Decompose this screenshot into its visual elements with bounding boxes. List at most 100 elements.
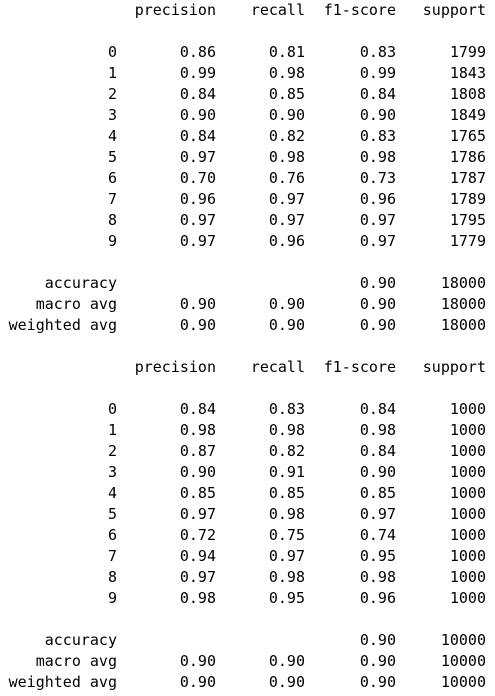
precision-value: 0.90	[179, 673, 216, 691]
class-row: 3 0.90 0.90 0.90 1849	[0, 105, 495, 126]
classification-report-2: precision recall f1-score support 0 0.84 0…	[0, 357, 495, 693]
class-row: 4 0.84 0.82 0.83 1765	[0, 126, 495, 147]
class-row: 0 0.84 0.83 0.84 1000	[0, 399, 495, 420]
support-header: support	[422, 1, 486, 19]
support-value: 1000	[449, 547, 486, 565]
accuracy-row: accuracy 0.90 10000	[0, 630, 495, 651]
recall-value: 0.98	[268, 505, 305, 523]
recall-value: 0.82	[268, 442, 305, 460]
precision-value: 0.90	[179, 295, 216, 313]
support-value: 1000	[449, 484, 486, 502]
class-row: 6 0.72 0.75 0.74 1000	[0, 525, 495, 546]
class-row: 2 0.84 0.85 0.84 1808	[0, 84, 495, 105]
support-value: 1808	[449, 85, 486, 103]
support-value: 1765	[449, 127, 486, 145]
weighted-avg-row: weighted avg 0.90 0.90 0.90 10000	[0, 672, 495, 693]
weighted-avg-label: weighted avg	[8, 316, 117, 334]
class-row: 8 0.97 0.98 0.98 1000	[0, 567, 495, 588]
support-value: 1779	[449, 232, 486, 250]
precision-value: 0.97	[179, 505, 216, 523]
accuracy-value: 0.90	[359, 631, 396, 649]
class-label: 3	[107, 463, 117, 481]
recall-value: 0.91	[268, 463, 305, 481]
support-value: 1000	[449, 505, 486, 523]
f1-value: 0.84	[359, 400, 396, 418]
precision-value: 0.70	[179, 169, 216, 187]
precision-value: 0.99	[179, 64, 216, 82]
class-label: 1	[107, 64, 117, 82]
class-row: 7 0.96 0.97 0.96 1789	[0, 189, 495, 210]
support-value: 10000	[440, 673, 486, 691]
support-value: 1849	[449, 106, 486, 124]
support-value: 1000	[449, 463, 486, 481]
spacer	[0, 252, 495, 273]
accuracy-label: accuracy	[44, 631, 117, 649]
precision-value: 0.97	[179, 232, 216, 250]
support-value: 1000	[449, 568, 486, 586]
f1-value: 0.84	[359, 442, 396, 460]
class-label: 9	[107, 232, 117, 250]
recall-value: 0.96	[268, 232, 305, 250]
accuracy-support: 18000	[440, 274, 486, 292]
class-row: 2 0.87 0.82 0.84 1000	[0, 441, 495, 462]
recall-value: 0.98	[268, 421, 305, 439]
recall-value: 0.95	[268, 589, 305, 607]
f1-value: 0.90	[359, 652, 396, 670]
support-value: 1000	[449, 589, 486, 607]
accuracy-row: accuracy 0.90 18000	[0, 273, 495, 294]
class-label: 2	[107, 85, 117, 103]
recall-header: recall	[250, 358, 305, 376]
recall-value: 0.90	[268, 295, 305, 313]
f1-value: 0.90	[359, 295, 396, 313]
f1-value: 0.85	[359, 484, 396, 502]
f1-value: 0.83	[359, 43, 396, 61]
class-label: 6	[107, 526, 117, 544]
recall-value: 0.82	[268, 127, 305, 145]
f1-value: 0.98	[359, 421, 396, 439]
f1-value: 0.90	[359, 673, 396, 691]
class-row: 6 0.70 0.76 0.73 1787	[0, 168, 495, 189]
class-label: 0	[107, 400, 117, 418]
class-row: 5 0.97 0.98 0.97 1000	[0, 504, 495, 525]
precision-value: 0.72	[179, 526, 216, 544]
precision-value: 0.97	[179, 148, 216, 166]
precision-value: 0.85	[179, 484, 216, 502]
f1-value: 0.97	[359, 232, 396, 250]
support-value: 1000	[449, 400, 486, 418]
support-value: 18000	[440, 295, 486, 313]
precision-value: 0.98	[179, 421, 216, 439]
recall-value: 0.98	[268, 148, 305, 166]
support-value: 10000	[440, 652, 486, 670]
precision-value: 0.84	[179, 85, 216, 103]
f1-value: 0.96	[359, 190, 396, 208]
accuracy-label: accuracy	[44, 274, 117, 292]
recall-value: 0.85	[268, 484, 305, 502]
recall-value: 0.90	[268, 106, 305, 124]
class-row: 1 0.99 0.98 0.99 1843	[0, 63, 495, 84]
header-row: precision recall f1-score support	[0, 357, 495, 378]
class-label: 4	[107, 484, 117, 502]
weighted-avg-label: weighted avg	[8, 673, 117, 691]
support-value: 1795	[449, 211, 486, 229]
support-value: 1786	[449, 148, 486, 166]
precision-value: 0.90	[179, 652, 216, 670]
recall-value: 0.75	[268, 526, 305, 544]
recall-value: 0.76	[268, 169, 305, 187]
macro-avg-label: macro avg	[35, 652, 117, 670]
recall-value: 0.97	[268, 211, 305, 229]
class-row: 0 0.86 0.81 0.83 1799	[0, 42, 495, 63]
class-label: 7	[107, 190, 117, 208]
class-row: 1 0.98 0.98 0.98 1000	[0, 420, 495, 441]
macro-avg-row: macro avg 0.90 0.90 0.90 18000	[0, 294, 495, 315]
f1-score-header: f1-score	[323, 358, 396, 376]
class-label: 5	[107, 148, 117, 166]
recall-value: 0.90	[268, 673, 305, 691]
header-row: precision recall f1-score support	[0, 0, 495, 21]
f1-value: 0.90	[359, 316, 396, 334]
precision-value: 0.96	[179, 190, 216, 208]
recall-value: 0.97	[268, 190, 305, 208]
recall-value: 0.97	[268, 547, 305, 565]
precision-value: 0.84	[179, 400, 216, 418]
classification-report-1: precision recall f1-score support 0 0.86 0…	[0, 0, 495, 336]
precision-value: 0.87	[179, 442, 216, 460]
